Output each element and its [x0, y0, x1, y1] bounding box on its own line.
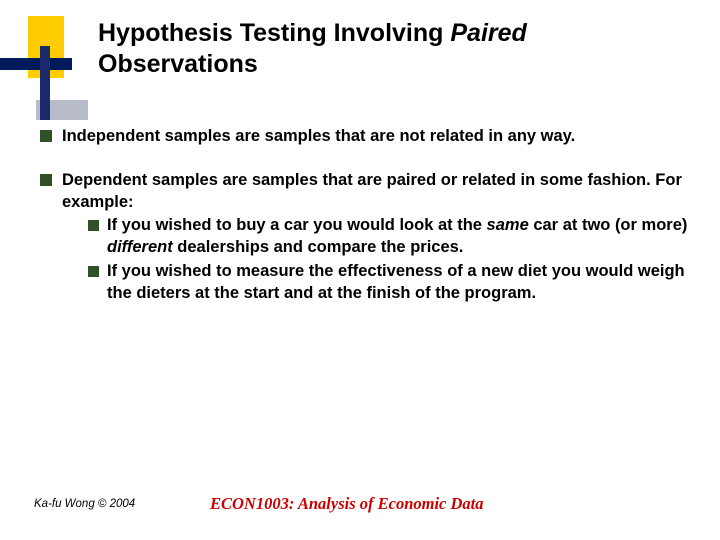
- sub-text-part: dealerships and compare the prices.: [173, 238, 464, 256]
- sub-text-part: If you wished to buy a car you would loo…: [107, 216, 487, 234]
- title-prefix: Hypothesis Testing Involving: [98, 19, 450, 47]
- footer-course-title: ECON1003: Analysis of Economic Data: [210, 494, 483, 514]
- sub-bullet-item: If you wished to measure the effectivene…: [88, 261, 688, 305]
- sub-bullet-square-icon: [88, 266, 99, 277]
- title-italic: Paired: [450, 19, 526, 47]
- bullet-item: Independent samples are samples that are…: [40, 126, 688, 148]
- title-suffix: Observations: [98, 50, 258, 78]
- sub-bullet-square-icon: [88, 220, 99, 231]
- sub-text-italic: same: [487, 216, 529, 234]
- bullet-text: Independent samples are samples that are…: [62, 126, 575, 148]
- dec-navy-horizontal: [0, 58, 72, 70]
- sub-text-part: If you wished to measure the effectivene…: [107, 262, 685, 302]
- bullet-item: Dependent samples are samples that are p…: [40, 170, 688, 307]
- sub-bullet-item: If you wished to buy a car you would loo…: [88, 215, 688, 259]
- sub-bullet-list: If you wished to buy a car you would loo…: [88, 215, 688, 304]
- dec-navy-vertical: [40, 46, 50, 120]
- sub-bullet-text: If you wished to measure the effectivene…: [107, 261, 688, 305]
- sub-text-part: car at two (or more): [529, 216, 688, 234]
- slide-title: Hypothesis Testing Involving Paired Obse…: [98, 18, 688, 81]
- sub-text-italic: different: [107, 238, 173, 256]
- bullet-square-icon: [40, 174, 52, 186]
- bullet-text: Dependent samples are samples that are p…: [62, 170, 688, 307]
- bullet-square-icon: [40, 130, 52, 142]
- bullet-rest: are samples that are not related in any …: [231, 127, 576, 145]
- bullet-lead: Independent samples: [62, 127, 231, 145]
- footer-copyright: Ka-fu Wong © 2004: [34, 498, 135, 510]
- corner-decoration: [0, 16, 88, 124]
- slide-content: Independent samples are samples that are…: [40, 126, 688, 328]
- sub-bullet-text: If you wished to buy a car you would loo…: [107, 215, 688, 259]
- bullet-lead: Dependent samples: [62, 171, 218, 189]
